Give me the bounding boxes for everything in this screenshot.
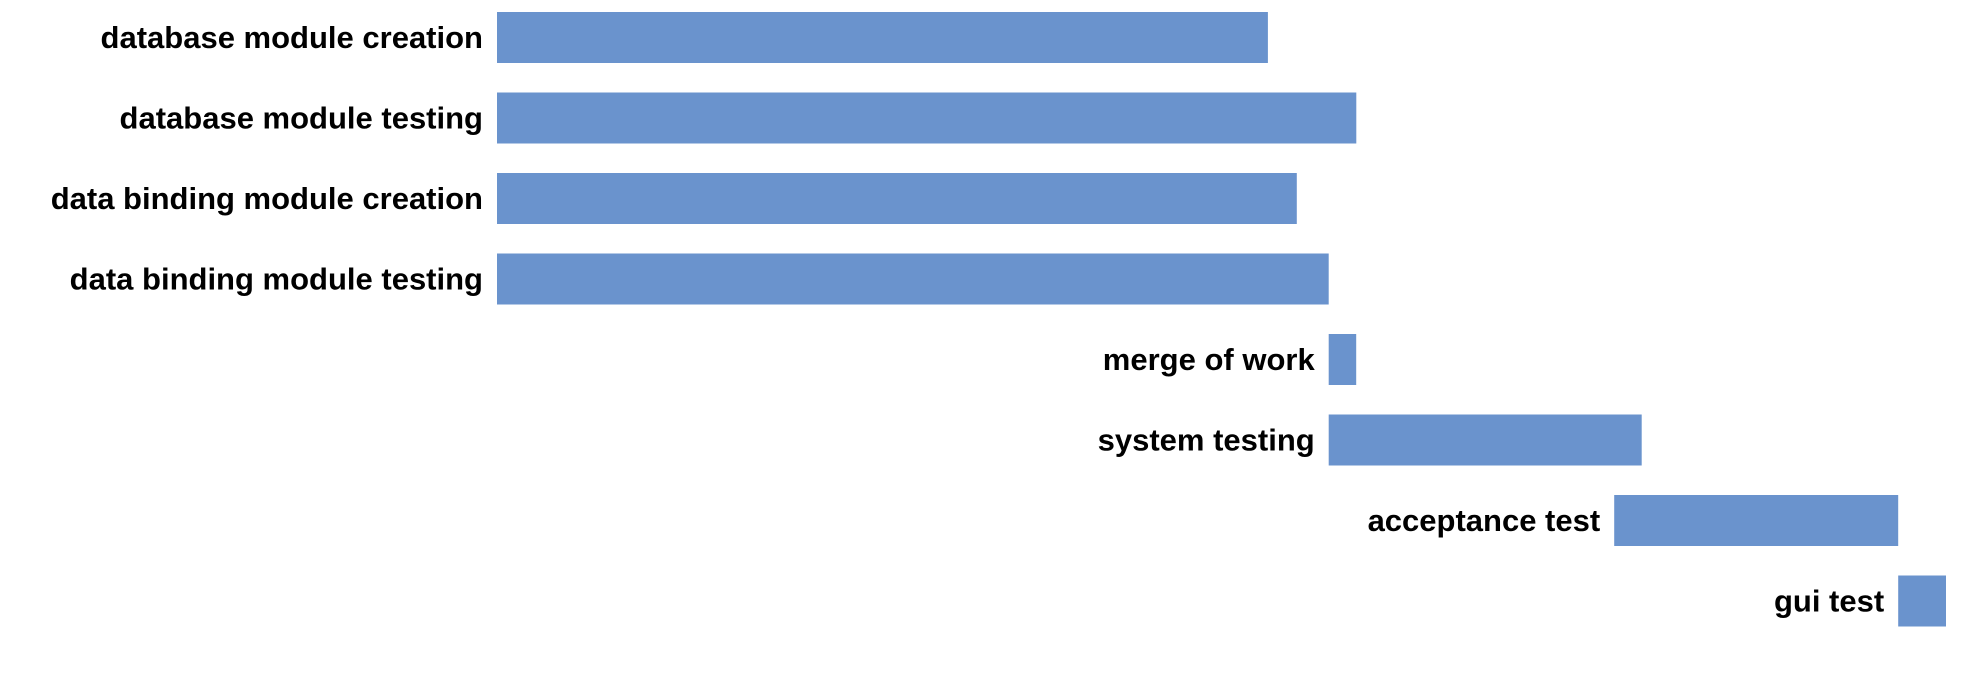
task-bar [497, 92, 1357, 144]
task-bar [497, 173, 1297, 224]
task-label: merge of work [1103, 342, 1316, 377]
task-bar [497, 253, 1329, 305]
task-bar [1898, 575, 1946, 627]
task-label: system testing [1098, 423, 1315, 458]
task-bar [1614, 495, 1899, 546]
task-bar [1328, 414, 1642, 466]
plot-area: database module creation database module … [51, 12, 1946, 627]
task-label: database module testing [120, 101, 483, 136]
task-label: acceptance test [1368, 503, 1601, 538]
task-label: data binding module testing [70, 262, 483, 297]
task-label: gui test [1774, 584, 1884, 619]
task-label: data binding module creation [51, 181, 483, 216]
task-bar [497, 12, 1268, 63]
task-label: database module creation [101, 20, 483, 55]
task-bar [1328, 334, 1357, 385]
